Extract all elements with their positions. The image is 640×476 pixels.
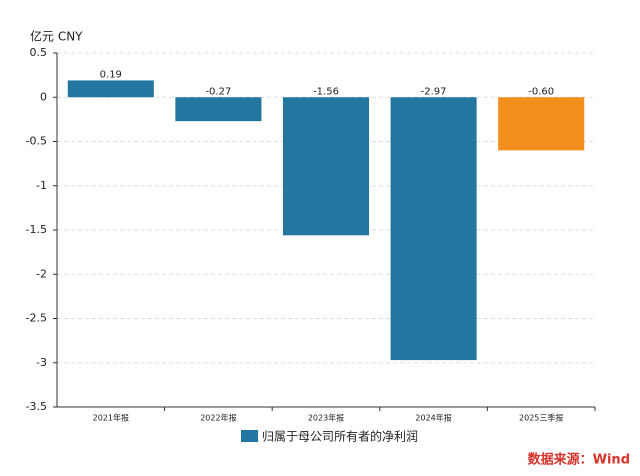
bar [67, 80, 154, 98]
y-tick-label: -3.5 [26, 400, 47, 413]
bar [282, 97, 370, 236]
bar [175, 97, 262, 122]
legend-label: 归属于母公司所有者的净利润 [262, 429, 418, 444]
y-axis-label: 亿元 CNY [30, 29, 83, 44]
y-tick-label: 0.5 [30, 46, 48, 59]
x-tick-label: 2021年报 [93, 413, 129, 423]
bar [390, 97, 477, 361]
x-tick-label: 2022年报 [200, 413, 236, 423]
x-tick-label: 2024年报 [415, 413, 451, 423]
value-label: -0.27 [205, 86, 231, 97]
value-label: -0.60 [528, 86, 554, 97]
y-tick-label: 0 [40, 90, 47, 103]
x-tick-label: 2025三季报 [519, 413, 563, 423]
value-label: 0.19 [100, 69, 122, 80]
x-tick-label: 2023年报 [308, 413, 344, 423]
y-tick-label: -2 [36, 267, 47, 280]
value-label: -1.56 [313, 86, 339, 97]
source: 数据来源：Wind [528, 452, 630, 468]
y-tick-label: -2.5 [26, 312, 47, 325]
y-tick-label: -1.5 [26, 223, 47, 236]
y-tick-label: -1 [36, 179, 47, 192]
legend-swatch [241, 430, 258, 442]
y-tick-label: -0.5 [26, 135, 47, 148]
y-tick-label: -3 [36, 356, 47, 369]
bar [498, 97, 585, 151]
value-label: -2.97 [421, 86, 447, 97]
